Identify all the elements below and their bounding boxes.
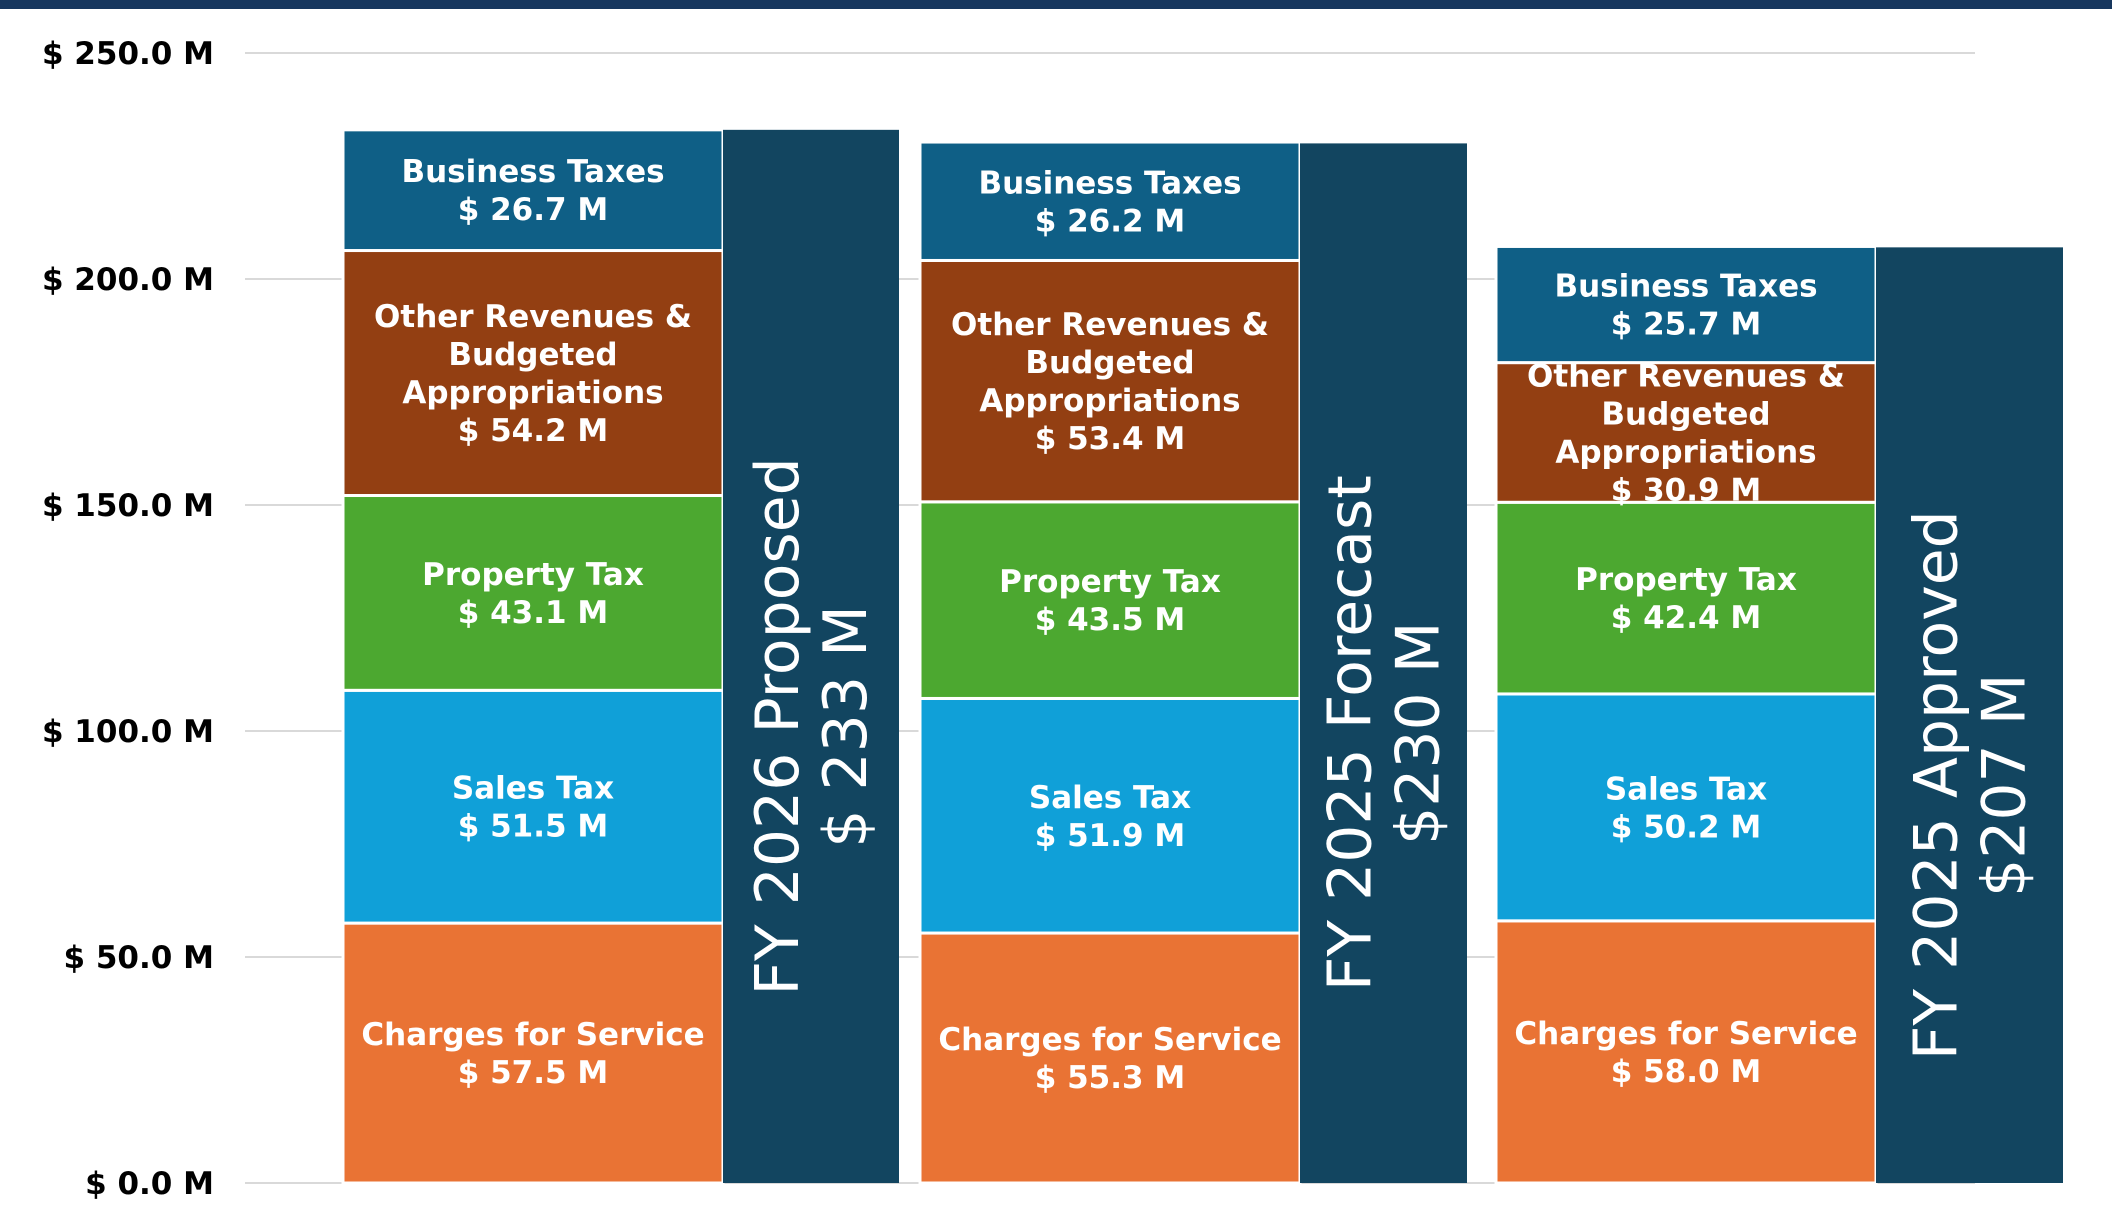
bar-segment xyxy=(918,931,1302,1185)
total-label: $207 M xyxy=(1970,673,2040,897)
data-label: Budgeted xyxy=(1025,345,1194,381)
data-label: Appropriations xyxy=(979,383,1240,419)
data-label: $ 57.5 M xyxy=(458,1055,609,1091)
bar-segment xyxy=(1494,919,1878,1185)
data-label: $ 58.0 M xyxy=(1611,1054,1762,1090)
y-tick-label: $ 0.0 M xyxy=(85,1166,214,1202)
data-label: Business Taxes xyxy=(401,154,664,190)
data-label: $ 54.2 M xyxy=(458,413,609,449)
total-bar xyxy=(1300,143,1467,1183)
data-label: $ 51.5 M xyxy=(458,809,609,845)
data-label: Budgeted xyxy=(448,337,617,373)
bar-segment xyxy=(341,128,725,253)
data-label: Other Revenues & xyxy=(374,299,692,335)
bar-group: Charges for Service$ 58.0 M Sales Tax$ 50… xyxy=(1494,244,2063,1185)
total-bar xyxy=(1876,247,2063,1184)
data-label: Other Revenues & xyxy=(1527,358,1845,394)
data-label: $ 25.7 M xyxy=(1611,307,1762,343)
data-label: Sales Tax xyxy=(452,771,614,807)
total-label: FY 2026 Proposed xyxy=(743,457,813,995)
data-label: $ 42.4 M xyxy=(1611,600,1762,636)
data-label: Other Revenues & xyxy=(951,307,1269,343)
header-band xyxy=(0,0,2112,9)
bar-group: Charges for Service$ 55.3 M Sales Tax$ 51… xyxy=(918,140,1467,1185)
data-label: $ 26.7 M xyxy=(458,192,609,228)
data-label: Sales Tax xyxy=(1029,780,1191,816)
bar-group: Charges for Service$ 57.5 M Sales Tax$ 51… xyxy=(341,128,899,1185)
data-label: $ 55.3 M xyxy=(1035,1060,1186,1096)
data-label: Sales Tax xyxy=(1605,771,1767,807)
y-tick-label: $ 150.0 M xyxy=(42,488,214,524)
data-label: Appropriations xyxy=(1555,434,1816,470)
bar-segment xyxy=(918,696,1302,935)
bar-segment xyxy=(1494,692,1878,923)
data-label: $ 50.2 M xyxy=(1611,809,1762,845)
data-label: $ 53.4 M xyxy=(1035,421,1186,457)
bar-segment xyxy=(1494,244,1878,365)
data-label: Property Tax xyxy=(999,564,1221,600)
y-tick-label: $ 50.0 M xyxy=(64,940,215,976)
total-label: $ 233 M xyxy=(811,605,881,848)
total-label: FY 2025 Approved xyxy=(1902,510,1972,1060)
data-label: Business Taxes xyxy=(1554,269,1817,305)
bar-segment xyxy=(1494,500,1878,696)
data-label: Charges for Service xyxy=(938,1022,1281,1058)
total-label: FY 2025 Forecast xyxy=(1316,475,1386,991)
data-label: $ 43.1 M xyxy=(458,595,609,631)
data-label: Appropriations xyxy=(402,375,663,411)
data-label: Charges for Service xyxy=(361,1017,704,1053)
data-label: $ 51.9 M xyxy=(1035,818,1186,854)
bar-segment xyxy=(341,688,725,925)
y-axis: $ 0.0 M $ 50.0 M $ 100.0 M $ 150.0 M $ 200.0… xyxy=(42,36,214,1202)
bar-segment xyxy=(918,258,1302,504)
data-label: Charges for Service xyxy=(1514,1016,1857,1052)
total-bar xyxy=(723,129,899,1184)
y-tick-label: $ 200.0 M xyxy=(42,262,214,298)
data-label: Business Taxes xyxy=(978,165,1241,201)
bar-segment xyxy=(341,494,725,692)
data-label: Budgeted xyxy=(1601,396,1770,432)
data-label: Property Tax xyxy=(1575,562,1797,598)
y-tick-label: $ 250.0 M xyxy=(42,36,214,72)
data-label: $ 43.5 M xyxy=(1035,602,1186,638)
data-label: $ 26.2 M xyxy=(1035,203,1186,239)
data-label: $ 30.9 M xyxy=(1611,472,1762,508)
data-label: Property Tax xyxy=(422,557,644,593)
total-label: $230 M xyxy=(1384,621,1454,845)
y-tick-label: $ 100.0 M xyxy=(42,714,214,750)
